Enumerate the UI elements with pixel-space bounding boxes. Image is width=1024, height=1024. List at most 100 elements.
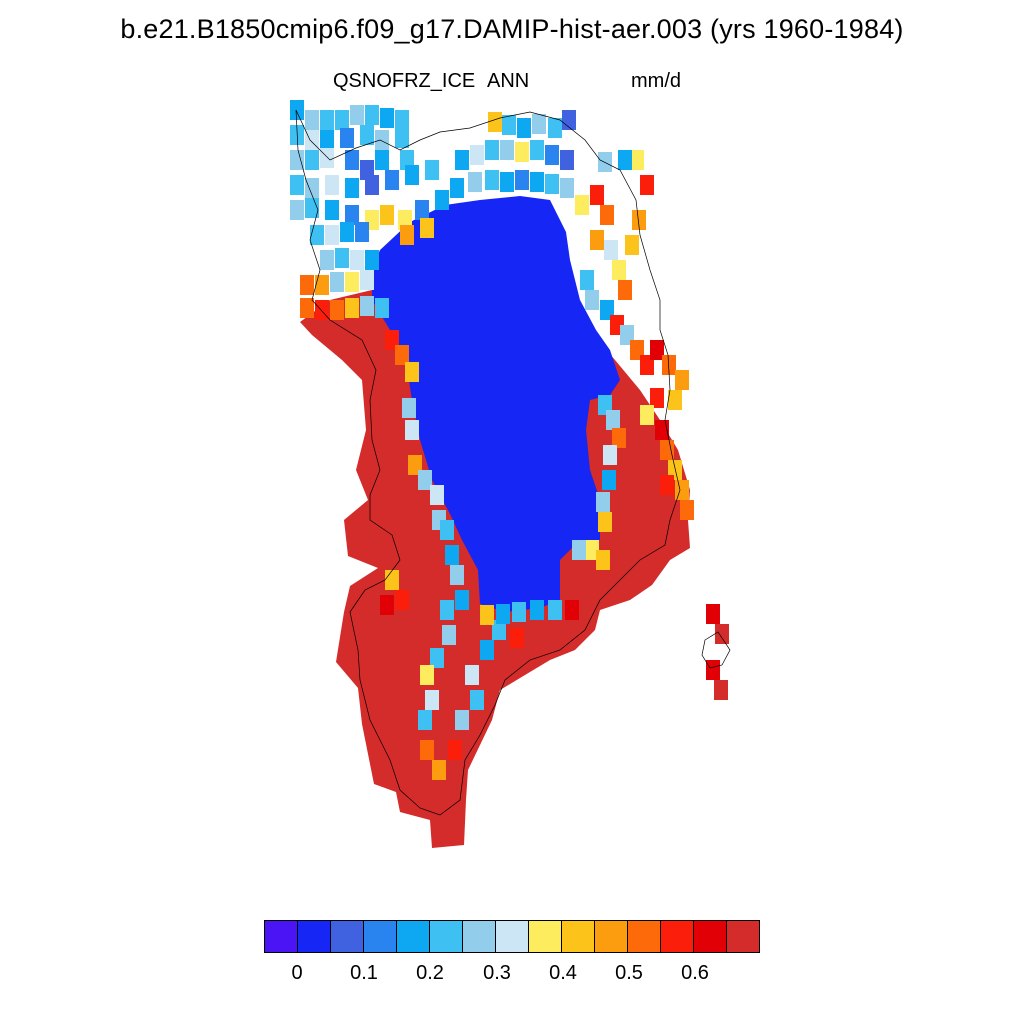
map-cell — [706, 604, 720, 624]
map-cell — [340, 222, 354, 242]
colorbar-swatch — [363, 920, 397, 953]
map-cell — [395, 128, 409, 148]
map-cell — [430, 648, 444, 668]
map-cell — [360, 270, 374, 290]
map-cell — [380, 595, 394, 615]
map-cell — [662, 355, 676, 375]
map-cell — [440, 520, 454, 540]
map-cell — [545, 145, 559, 165]
map-cell — [450, 178, 464, 198]
map-cell — [418, 470, 432, 490]
season-label: ANN — [487, 70, 530, 92]
map-cell — [625, 235, 639, 255]
colorbar-swatch — [627, 920, 661, 953]
map-cell — [445, 545, 459, 565]
map-cell — [305, 110, 319, 130]
map-cell — [345, 298, 359, 318]
map-cell — [290, 200, 304, 220]
map-cell — [305, 150, 319, 170]
map-cell — [575, 195, 589, 215]
map-cell — [405, 165, 419, 185]
map-cell — [590, 185, 604, 205]
map-cell — [290, 100, 304, 120]
map-cell — [640, 175, 654, 195]
map-cell — [345, 178, 359, 198]
map-cell — [375, 298, 389, 318]
map-cell — [290, 150, 304, 170]
map-cell — [430, 485, 444, 505]
map-cell — [360, 125, 374, 145]
plot-title: b.e21.B1850cmip6.f09_g17.DAMIP-hist-aer.… — [120, 14, 904, 44]
map-cell — [532, 114, 546, 134]
colorbar-swatch — [660, 920, 694, 953]
map-cell — [450, 565, 464, 585]
map-cell — [668, 390, 682, 410]
colorbar-tick-label: 0.3 — [483, 962, 511, 984]
map-cell — [440, 600, 454, 620]
map-cell — [675, 480, 689, 500]
map-cell — [455, 150, 469, 170]
map-cell — [315, 275, 329, 295]
map-cell — [305, 130, 319, 150]
map-cell — [680, 500, 694, 520]
map-cell — [530, 172, 544, 192]
map-cell — [470, 690, 484, 710]
map-cell — [660, 440, 674, 460]
map-cell — [470, 145, 484, 165]
map-cell — [604, 240, 618, 260]
map-cell — [485, 140, 499, 160]
colorbar-tick-label: 0.5 — [615, 962, 643, 984]
map-cell — [385, 570, 399, 590]
map-cell — [618, 150, 632, 170]
map-cell — [580, 270, 594, 290]
map-cell — [365, 175, 379, 195]
map-cell — [385, 170, 399, 190]
map-cell — [585, 290, 599, 310]
map-cell — [488, 112, 502, 132]
coastline-path — [295, 109, 681, 816]
map-cell — [630, 150, 644, 170]
colorbar-swatch — [396, 920, 430, 953]
map-cell — [435, 190, 449, 210]
map-cell — [300, 298, 314, 318]
map-cell — [515, 170, 529, 190]
map-cell — [530, 600, 544, 620]
map-cell — [468, 172, 482, 192]
variable-label: QSNOFRZ_ICE — [333, 70, 476, 92]
colorbar-tick-label: 0.2 — [416, 962, 444, 984]
map-cell — [600, 205, 614, 225]
map-cell — [320, 250, 334, 270]
colorbar-swatch — [264, 920, 298, 953]
map-cell — [345, 272, 359, 292]
map-cell — [442, 625, 456, 645]
map-cell — [496, 604, 510, 624]
map-cell — [415, 200, 429, 220]
colorbar-tick-label: 0.4 — [549, 962, 577, 984]
map-cell — [515, 142, 529, 162]
map-cell — [320, 130, 334, 150]
map-cell — [330, 272, 344, 292]
map-cell — [380, 108, 394, 128]
colorbar-swatch — [561, 920, 595, 953]
map-cell — [502, 115, 516, 135]
map-cell — [465, 665, 479, 685]
map-cell — [480, 640, 494, 660]
map-cell — [455, 710, 469, 730]
map-cell — [395, 110, 409, 130]
map-cell — [492, 620, 506, 640]
map-cell — [402, 398, 416, 418]
map-cell — [598, 512, 612, 532]
map-cell — [485, 170, 499, 190]
map-cell — [660, 475, 674, 495]
map-cell — [365, 105, 379, 125]
map-cell — [596, 550, 610, 570]
map-cell — [548, 118, 562, 138]
map-cell — [300, 275, 314, 295]
map-cell — [425, 690, 439, 710]
map-cell — [602, 470, 616, 490]
map-cell — [500, 172, 514, 192]
map-cell — [325, 200, 339, 220]
map-cell — [572, 540, 586, 560]
map-cell — [500, 140, 514, 160]
